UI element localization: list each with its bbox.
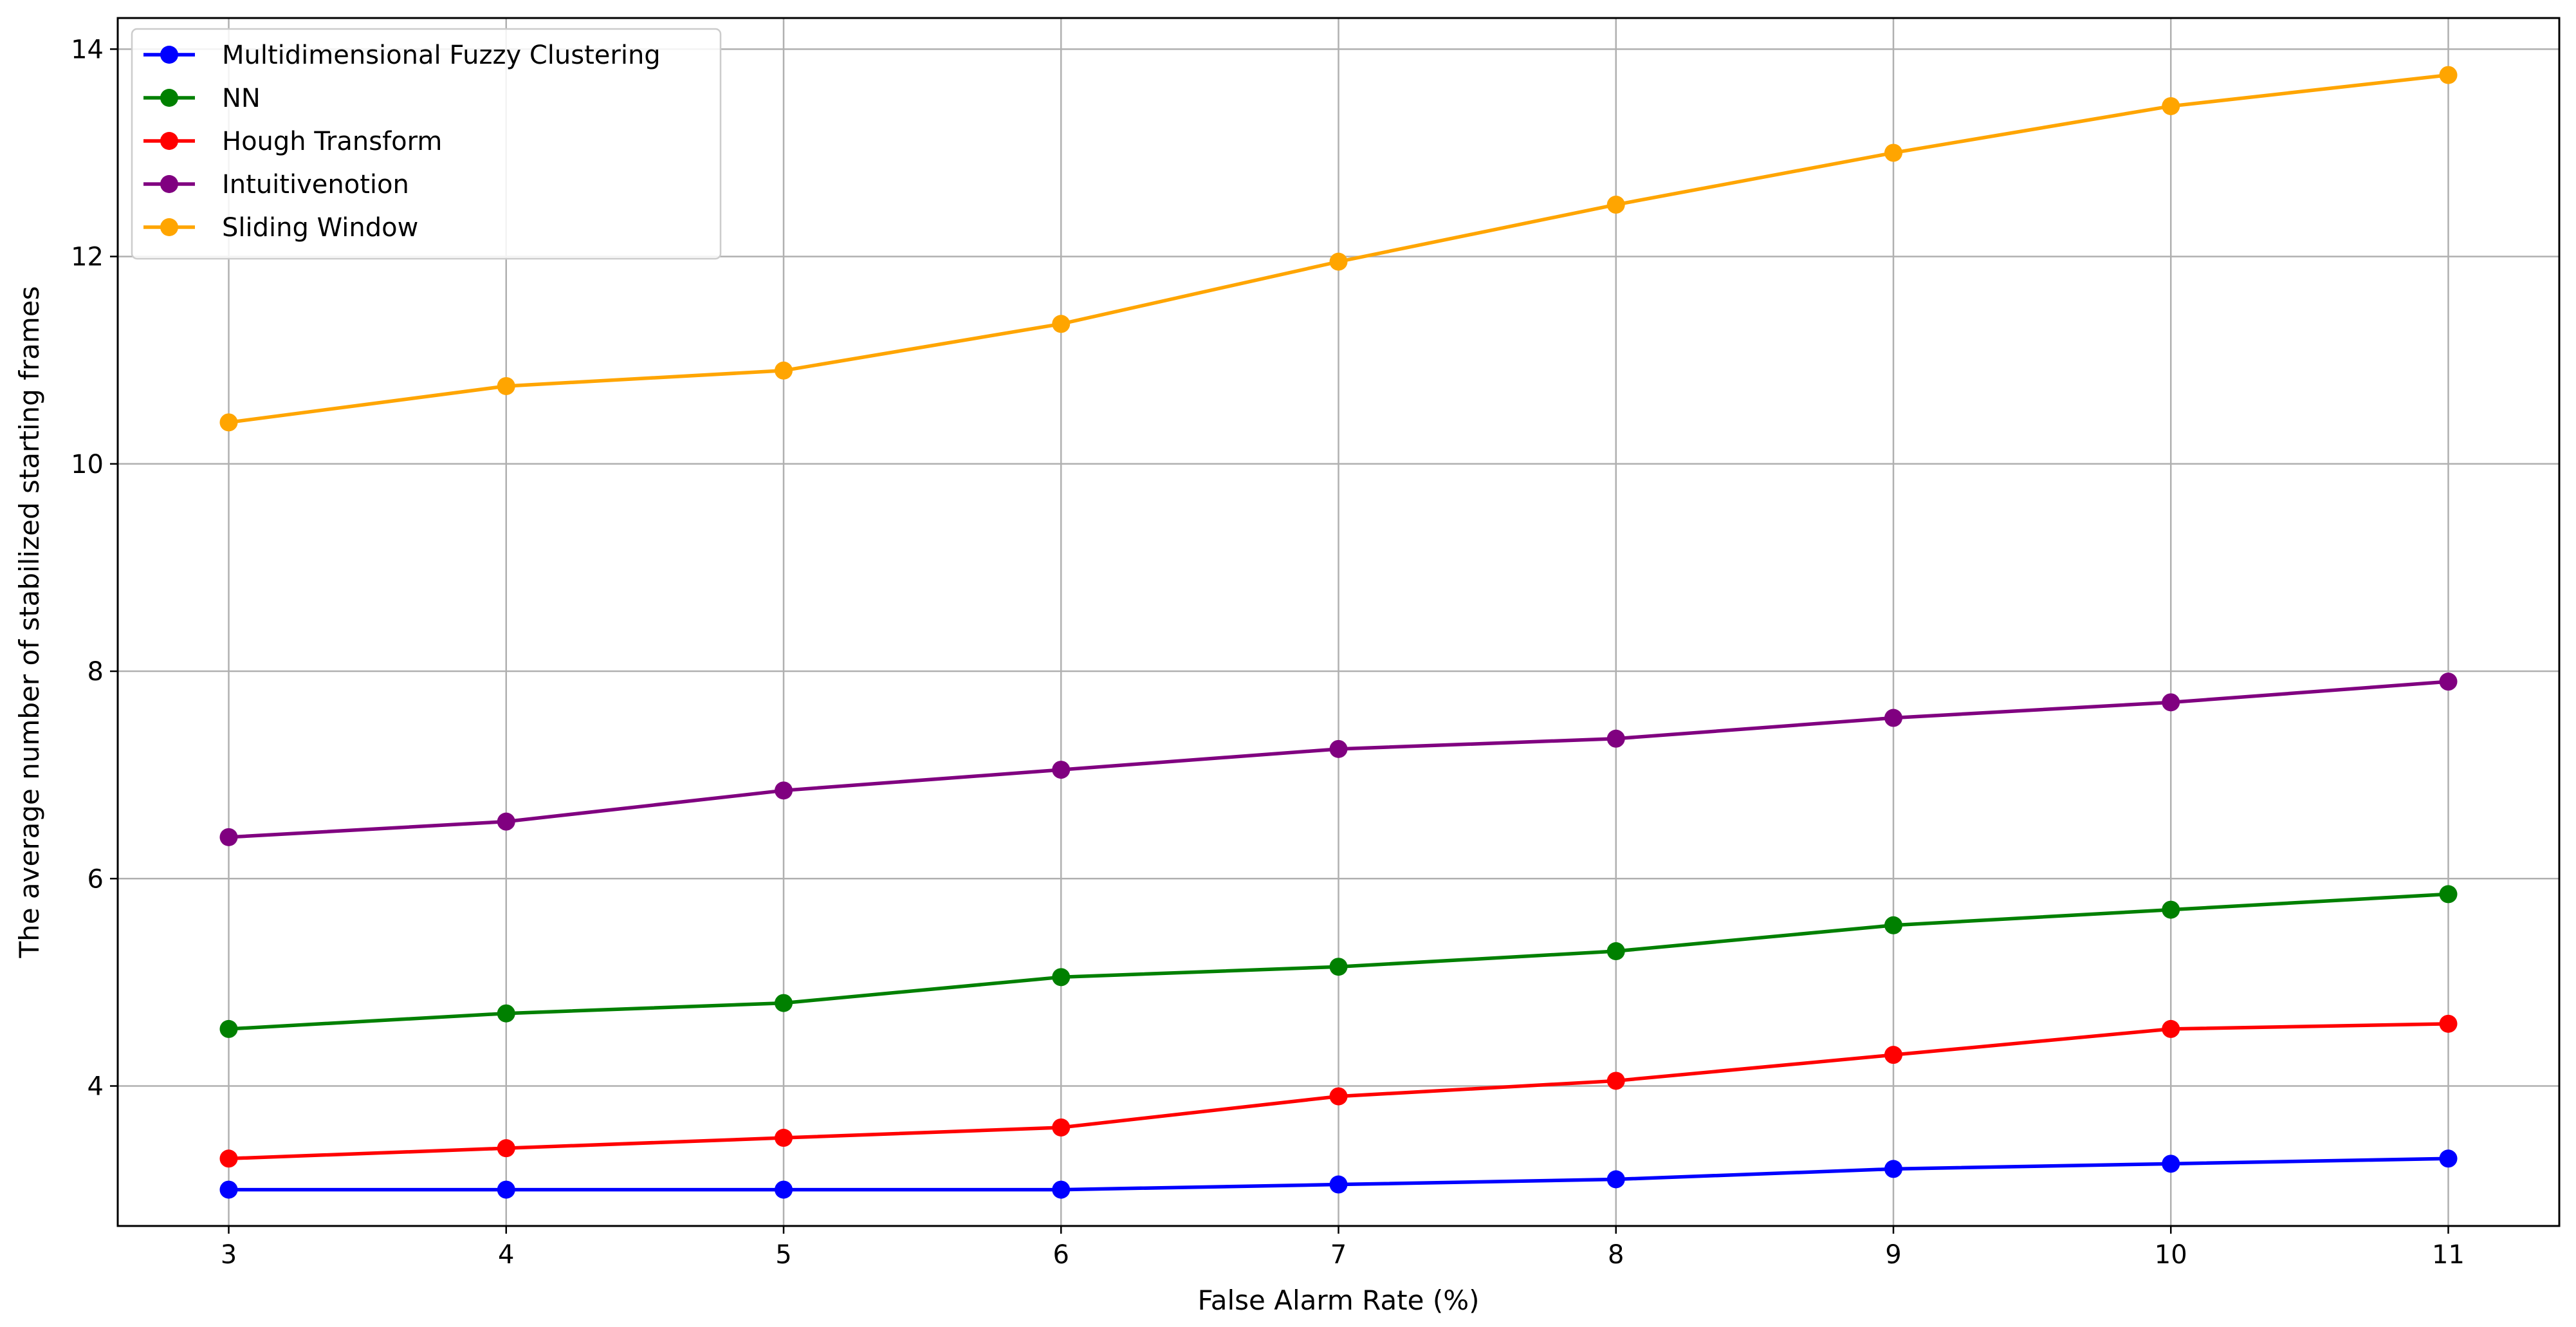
data-point xyxy=(1884,916,1902,934)
data-point xyxy=(1606,1072,1625,1090)
data-point xyxy=(1606,942,1625,961)
y-axis-title: The average number of stabilized startin… xyxy=(14,286,45,958)
x-tick-label: 9 xyxy=(1885,1240,1901,1270)
data-point xyxy=(775,1180,793,1199)
data-point xyxy=(2439,885,2458,904)
data-point xyxy=(1329,739,1348,758)
data-point xyxy=(2162,1155,2180,1173)
data-point xyxy=(2162,97,2180,115)
data-point xyxy=(1606,729,1625,748)
data-point xyxy=(1884,144,1902,162)
y-tick-label: 12 xyxy=(71,243,104,272)
data-point xyxy=(1329,1087,1348,1106)
y-tick-label: 6 xyxy=(87,864,104,894)
x-tick-label: 4 xyxy=(498,1240,514,1270)
y-tick-label: 14 xyxy=(71,35,104,64)
data-point xyxy=(1052,761,1071,779)
series-5 xyxy=(219,66,2458,432)
data-point xyxy=(2439,66,2458,84)
x-tick-label: 6 xyxy=(1053,1240,1069,1270)
legend-marker xyxy=(160,218,178,236)
legend-marker xyxy=(160,175,178,193)
series-2 xyxy=(219,885,2458,1038)
data-point xyxy=(497,376,515,395)
y-tick-label: 4 xyxy=(87,1072,104,1101)
data-point xyxy=(775,1129,793,1147)
y-tick-label: 8 xyxy=(87,657,104,687)
series-3 xyxy=(219,1014,2458,1168)
data-point xyxy=(1884,1046,1902,1064)
legend-item: NN xyxy=(143,84,261,113)
series-4 xyxy=(219,673,2458,846)
legend-marker xyxy=(160,132,178,150)
legend: Multidimensional Fuzzy Clustering NN Hough… xyxy=(131,28,722,260)
data-point xyxy=(2439,1014,2458,1033)
data-point xyxy=(1052,315,1071,333)
data-point xyxy=(2162,900,2180,919)
data-point xyxy=(1606,1170,1625,1189)
series-1 xyxy=(219,1149,2458,1199)
data-point xyxy=(2439,673,2458,691)
data-point xyxy=(1329,958,1348,976)
legend-label: Intuitivenotion xyxy=(222,170,409,200)
legend-label: Multidimensional Fuzzy Clustering xyxy=(222,41,661,70)
legend-label: Hough Transform xyxy=(222,127,442,156)
legend-box xyxy=(131,28,722,260)
legend-item: Intuitivenotion xyxy=(143,170,409,200)
legend-marker xyxy=(160,89,178,107)
x-tick-label: 11 xyxy=(2432,1240,2465,1270)
data-point xyxy=(497,1004,515,1023)
data-point xyxy=(497,812,515,831)
data-point xyxy=(1052,1118,1071,1137)
series-layer xyxy=(219,66,2458,1199)
data-point xyxy=(219,413,238,432)
data-point xyxy=(219,828,238,846)
data-point xyxy=(2162,1019,2180,1038)
data-point xyxy=(1329,1175,1348,1194)
data-point xyxy=(219,1149,238,1168)
legend-item: Sliding Window xyxy=(143,213,418,243)
x-tick-label: 8 xyxy=(1608,1240,1624,1270)
data-point xyxy=(775,361,793,380)
data-point xyxy=(219,1180,238,1199)
legend-item: Hough Transform xyxy=(143,127,442,156)
legend-label: NN xyxy=(222,84,261,113)
data-point xyxy=(2162,693,2180,712)
y-tick-label: 10 xyxy=(71,450,104,479)
data-point xyxy=(1884,709,1902,727)
data-point xyxy=(497,1180,515,1199)
data-point xyxy=(1052,968,1071,987)
data-point xyxy=(1052,1180,1071,1199)
x-tick-label: 3 xyxy=(221,1240,237,1270)
x-tick-label: 5 xyxy=(775,1240,791,1270)
x-tick-label: 7 xyxy=(1330,1240,1347,1270)
axes: 3 4 5 6 7 8 9 10 11 4 6 8 10 12 14 xyxy=(71,35,2465,1270)
data-point xyxy=(775,994,793,1012)
legend-label: Sliding Window xyxy=(222,213,418,243)
data-point xyxy=(219,1019,238,1038)
data-point xyxy=(1329,252,1348,271)
legend-item: Multidimensional Fuzzy Clustering xyxy=(143,41,661,70)
data-point xyxy=(1606,196,1625,214)
data-point xyxy=(497,1139,515,1158)
data-point xyxy=(1884,1160,1902,1178)
legend-marker xyxy=(160,46,178,64)
data-point xyxy=(2439,1149,2458,1168)
x-tick-label: 10 xyxy=(2155,1240,2187,1270)
data-point xyxy=(775,781,793,800)
x-axis-title: False Alarm Rate (%) xyxy=(1197,1285,1479,1316)
